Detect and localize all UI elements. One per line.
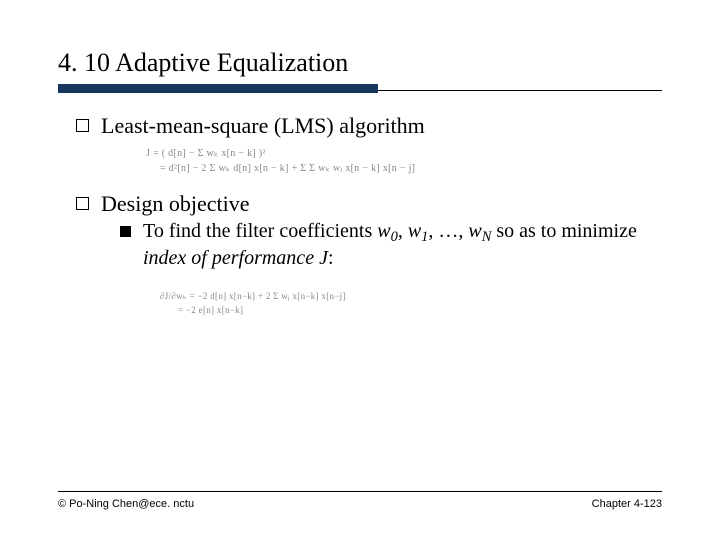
footer: © Po-Ning Chen@ece. nctu Chapter 4-123 [0, 491, 720, 510]
bullet-lms: Least-mean-square (LMS) algorithm [58, 112, 662, 140]
bullet-design-sub: To find the filter coefficients w0, w1, … [120, 219, 662, 271]
footer-pagenum: Chapter 4-123 [592, 498, 662, 510]
bullet-design: Design objective [58, 190, 662, 218]
hollow-square-icon [76, 119, 89, 132]
bullet-lms-text: Least-mean-square (LMS) algorithm [101, 112, 662, 140]
equation-deriv-line2: = −2 e[n] x[n−k] [178, 303, 662, 317]
filled-square-icon [120, 226, 131, 237]
equation-J-line2: = d²[n] − 2 Σ wₖ d[n] x[n − k] + Σ Σ wₖ … [160, 161, 662, 176]
bullet-design-text: Design objective [101, 190, 662, 218]
title-rule [58, 84, 662, 98]
equation-J-line1: J = ( d[n] − Σ wₖ x[n − k] )² [146, 146, 662, 161]
hollow-square-icon [76, 197, 89, 210]
equation-deriv: ∂J/∂wₖ = −2 d[n] x[n−k] + 2 Σ wⱼ x[n−k] … [160, 289, 662, 318]
equation-deriv-line1: ∂J/∂wₖ = −2 d[n] x[n−k] + 2 Σ wⱼ x[n−k] … [160, 289, 662, 303]
footer-copyright: © Po-Ning Chen@ece. nctu [58, 498, 194, 510]
equation-J: J = ( d[n] − Σ wₖ x[n − k] )² = d²[n] − … [146, 146, 662, 176]
bullet-design-sub-text: To find the filter coefficients w0, w1, … [143, 219, 662, 271]
slide-title: 4. 10 Adaptive Equalization [58, 48, 662, 78]
